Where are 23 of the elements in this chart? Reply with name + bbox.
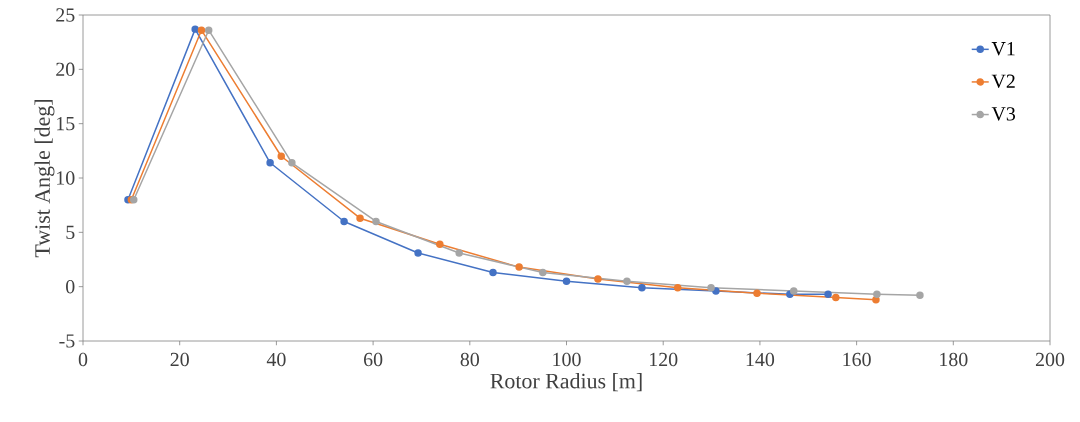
y-tick-label: 25 bbox=[56, 8, 75, 22]
legend-label: V2 bbox=[991, 74, 1015, 89]
legend-label: V3 bbox=[991, 107, 1016, 121]
x-axis-title: Rotor Radius [m] bbox=[490, 373, 642, 392]
y-tick-label: 5 bbox=[66, 225, 75, 239]
x-tick-label: 80 bbox=[460, 352, 480, 367]
x-tick-label: 40 bbox=[266, 352, 286, 367]
y-tick-label: 10 bbox=[57, 171, 75, 185]
y-axis-title: Twist Angle [deg] bbox=[34, 100, 55, 258]
x-tick-label: 120 bbox=[650, 352, 678, 367]
x-tick-label: 60 bbox=[364, 352, 383, 367]
x-tick-label: 160 bbox=[843, 352, 871, 367]
y-tick-label: 20 bbox=[56, 62, 75, 77]
x-tick-label: 180 bbox=[940, 352, 968, 367]
legend-label: V1 bbox=[991, 42, 1015, 56]
x-tick-label: 140 bbox=[746, 352, 775, 367]
y-tick-label: 15 bbox=[57, 116, 75, 131]
y-tick-label: 0 bbox=[66, 279, 75, 294]
y-tick-label: -5 bbox=[59, 334, 75, 348]
x-tick-label: 20 bbox=[170, 352, 189, 367]
x-tick-label: 200 bbox=[1035, 352, 1065, 367]
x-tick-label: 100 bbox=[553, 352, 581, 367]
x-tick-label: 0 bbox=[78, 352, 88, 367]
